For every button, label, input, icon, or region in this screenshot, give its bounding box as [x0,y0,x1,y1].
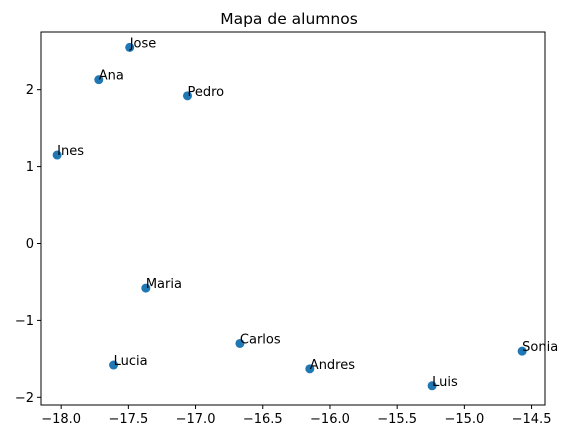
data-point [182,91,192,101]
point-label: Andres [310,358,355,373]
x-tick-label: −18.0 [41,412,81,427]
x-tick-label: −15.0 [444,412,484,427]
point-label: Maria [146,277,182,292]
point-label: Lucia [114,354,148,369]
y-tick-label: −1 [15,314,34,329]
data-point [141,283,151,293]
x-tick-label: −16.0 [310,412,350,427]
data-point [52,150,62,160]
point-label: Jose [129,36,157,51]
y-tick-label: 0 [26,237,34,252]
data-point [109,360,119,370]
plot-frame [40,31,546,406]
data-point [305,364,315,374]
data-points [52,42,527,391]
y-tick-label: 1 [26,160,34,175]
x-tick-label: −17.5 [108,412,148,427]
y-tick-label: 2 [26,83,34,98]
data-point [235,338,245,348]
point-label: Pedro [187,85,224,100]
data-point [427,381,437,391]
x-tick-label: −17.0 [176,412,216,427]
point-labels: Jose Ana Pedro Ines Maria Carlos Lucia Andres So… [57,36,558,389]
point-label: Sonia [522,340,558,355]
point-label: Ana [99,69,124,84]
y-tick-label: −2 [15,391,34,406]
point-label: Luis [432,375,458,390]
data-point [517,346,527,356]
data-point [94,75,104,85]
axis-ticks: −18.0 −17.5 −17.0 −16.5 −16.0 −15.5 −15.0 −14.5… [15,83,552,427]
data-point [125,42,135,52]
x-tick-label: −14.5 [512,412,552,427]
x-tick-label: −16.5 [243,412,283,427]
point-label: Carlos [240,332,281,347]
x-tick-label: −15.5 [377,412,417,427]
chart-title: Mapa de alumnos [220,10,358,28]
point-label: Ines [57,144,84,159]
